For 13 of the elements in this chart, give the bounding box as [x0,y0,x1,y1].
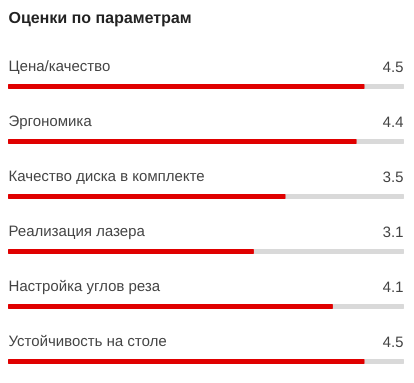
chart-title: Оценки по параметрам [8,10,192,27]
data-label: 4.1 [382,279,404,296]
data-label: 4.5 [382,59,404,76]
data-label: 4.4 [382,114,404,131]
y-tick-label: Настройка углов реза [8,278,161,295]
y-tick-label: Реализация лазера [8,223,146,240]
data-label: 3.5 [382,169,404,186]
y-tick-label: Цена/качество [8,58,110,75]
y-tick-label: Качество диска в комплекте [8,168,205,185]
data-label: 4.5 [382,334,404,351]
y-tick-label: Устойчивость на столе [8,333,167,350]
data-label: 3.1 [382,224,404,241]
y-tick-label: Эргономика [8,113,92,130]
